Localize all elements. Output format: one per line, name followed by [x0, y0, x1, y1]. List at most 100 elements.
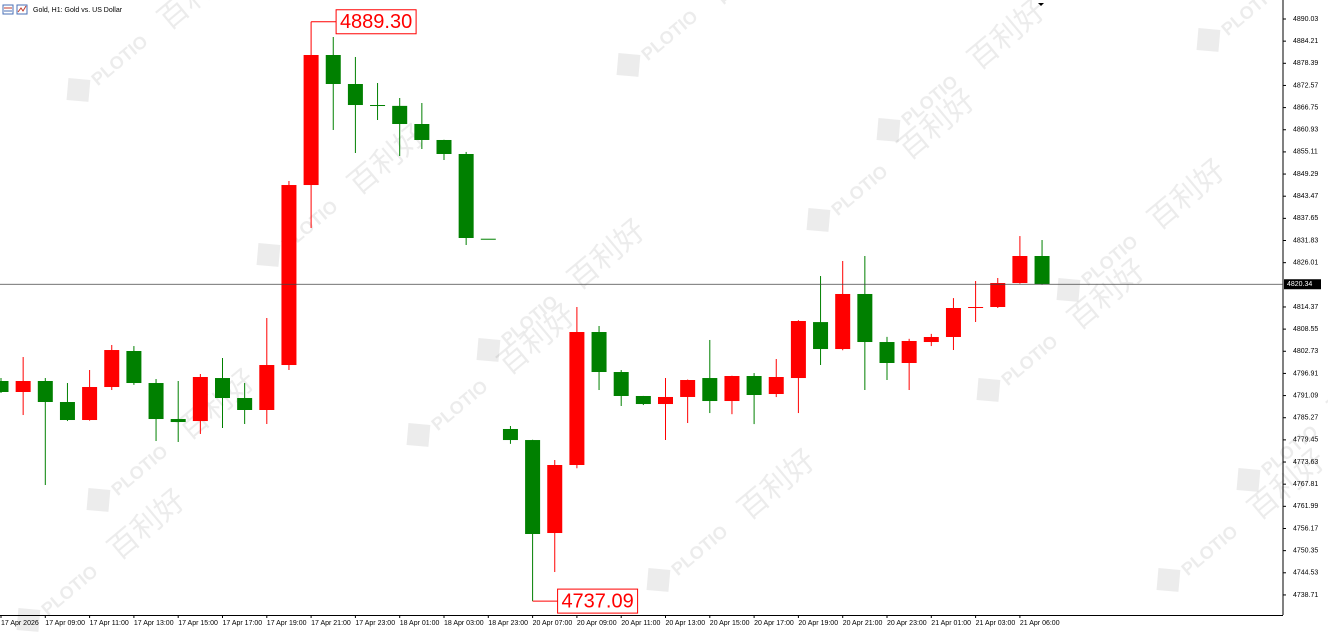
- candle-body: [547, 464, 563, 534]
- x-tick-label: 20 Apr 21:00: [843, 620, 883, 627]
- candle-body: [746, 376, 762, 396]
- watermark-text: 百利好: [732, 443, 822, 526]
- header: Gold, H1: Gold vs. US Dollar: [2, 3, 1044, 15]
- candle-body: [879, 342, 895, 363]
- candle-body: [635, 395, 651, 405]
- price-label: 4820.34: [1287, 281, 1312, 288]
- y-tick-label: 4767.81: [1293, 481, 1318, 488]
- candle-body: [724, 376, 740, 402]
- candle-body: [259, 365, 275, 410]
- y-tick-label: 4860.93: [1293, 127, 1318, 134]
- y-tick-label: 4761.99: [1293, 503, 1318, 510]
- candle-body: [480, 238, 496, 240]
- y-tick-label: 4779.45: [1293, 437, 1318, 444]
- candle-body: [170, 419, 186, 423]
- x-tick-label: 20 Apr 17:00: [754, 620, 794, 627]
- y-tick-label: 4855.11: [1293, 149, 1318, 156]
- candle-body: [658, 396, 673, 405]
- y-tick-label: 4756.17: [1293, 525, 1318, 532]
- y-tick-label: 4872.57: [1293, 82, 1318, 89]
- annotation-label: 4889.30: [340, 11, 412, 33]
- candle-body: [148, 383, 164, 420]
- watermark-logo: [66, 78, 91, 102]
- candle-body: [569, 332, 585, 465]
- candle-body: [680, 380, 696, 397]
- x-tick-label: 20 Apr 13:00: [666, 620, 706, 627]
- y-tick-label: 4802.73: [1293, 348, 1318, 355]
- annotation-box: [335, 9, 417, 35]
- candle-body: [370, 105, 386, 107]
- watermark-logo: [806, 208, 831, 232]
- watermark-logo: [616, 53, 641, 77]
- y-tick-label: 4878.39: [1293, 60, 1318, 67]
- watermark-logo: [476, 338, 501, 362]
- y-tick-label: 4890.03: [1293, 16, 1318, 23]
- y-tick-label: 4796.91: [1293, 370, 1318, 377]
- x-tick-label: 18 Apr 23:00: [488, 620, 528, 627]
- candle-body: [945, 307, 961, 337]
- x-tick-label: 20 Apr 23:00: [887, 620, 927, 627]
- y-tick-label: 4750.35: [1293, 547, 1318, 554]
- watermark-logo: [876, 118, 901, 142]
- watermark-logo: [1156, 568, 1181, 592]
- watermark-text: 百利好: [152, 0, 242, 36]
- candle-body: [901, 340, 917, 363]
- watermark-logo: [406, 423, 431, 447]
- x-tick-label: 17 Apr 17:00: [223, 620, 263, 627]
- candle-body: [59, 402, 75, 421]
- x-tick-label: 17 Apr 23:00: [355, 620, 395, 627]
- candle-body: [458, 153, 474, 238]
- watermark-text: PLOTIO: [997, 331, 1061, 389]
- y-tick-label: 4826.01: [1293, 260, 1318, 267]
- watermark-logo: [86, 488, 111, 512]
- watermark-text: PLOTIO: [637, 6, 701, 64]
- y-tick-label: 4791.09: [1293, 392, 1318, 399]
- x-tick-label: 18 Apr 03:00: [444, 620, 484, 627]
- watermarks: PLOTIO百利好PLOTIO百利好PLOTIO百利好PLOTIO百利好PLOT…: [16, 0, 1328, 632]
- watermark-text: 百利好: [962, 0, 1052, 76]
- y-tick-label: 4738.71: [1293, 592, 1318, 599]
- y-tick-label: 4808.55: [1293, 326, 1318, 333]
- candle-body: [347, 84, 363, 106]
- menu-arrow[interactable]: [1038, 3, 1044, 6]
- candle-body: [790, 321, 806, 379]
- candle-body: [768, 377, 784, 395]
- watermark-text: 百利好: [1142, 153, 1232, 236]
- candle-body: [82, 387, 98, 421]
- candle-body: [525, 440, 541, 535]
- watermark-text: PLOTIO: [667, 521, 731, 579]
- x-tick-label: 17 Apr 09:00: [45, 620, 85, 627]
- candle-body: [436, 139, 452, 154]
- candle-body: [237, 398, 253, 410]
- icon-table[interactable]: [2, 4, 14, 15]
- y-tick-label: 4744.53: [1293, 570, 1318, 577]
- watermark-logo: [16, 608, 41, 632]
- candle-body: [702, 378, 718, 402]
- candle-body: [1012, 256, 1028, 284]
- x-tick-label: 18 Apr 01:00: [400, 620, 440, 627]
- x-tick-label: 17 Apr 2026: [1, 620, 39, 627]
- x-tick-label: 21 Apr 06:00: [1020, 620, 1060, 627]
- y-tick-label: 4849.29: [1293, 171, 1318, 178]
- y-tick-label: 4837.65: [1293, 215, 1318, 222]
- y-tick-label: 4843.47: [1293, 193, 1318, 200]
- x-tick-label: 17 Apr 21:00: [311, 620, 351, 627]
- watermark-logo: [1236, 468, 1261, 492]
- candle-body: [215, 378, 230, 399]
- y-tick-label: 4773.63: [1293, 459, 1318, 466]
- x-tick-label: 21 Apr 01:00: [931, 620, 971, 627]
- x-tick-label: 21 Apr 03:00: [976, 620, 1016, 627]
- icon-line: [17, 5, 27, 13]
- watermark-text: PLOTIO: [827, 161, 891, 219]
- candle-body: [968, 307, 984, 309]
- candle-body: [613, 372, 629, 396]
- annotation-label: 4737.09: [561, 590, 633, 612]
